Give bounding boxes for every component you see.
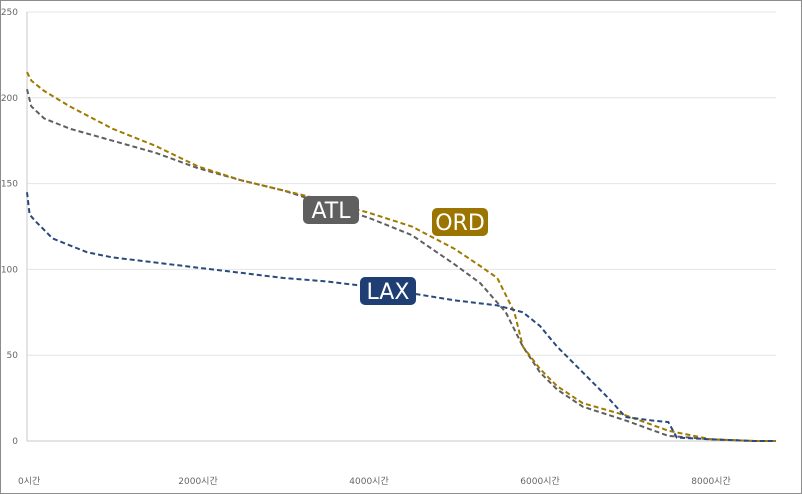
y-tick-label: 50 [7, 351, 19, 361]
x-tick-label: 2000시간 [178, 476, 217, 487]
series-line-ord [26, 71, 776, 442]
series-label-box-lax [360, 277, 416, 305]
x-tick-label: 0시간 [18, 476, 40, 487]
y-tick-label: 0 [12, 437, 18, 447]
series-label-atl: ATL [311, 199, 351, 224]
x-tick-label: 4000시간 [349, 476, 388, 487]
y-tick-labels: 0 50 100 150 200 250 [1, 8, 18, 447]
series-lines [26, 71, 776, 442]
series-label-box-ord [432, 208, 488, 236]
series-label-box-atl [303, 196, 359, 224]
series-line-lax [26, 192, 776, 442]
axes [26, 12, 776, 442]
x-tick-labels: 0시간 2000시간 4000시간 6000시간 8000시간 [18, 476, 731, 487]
y-tick-label: 100 [1, 265, 18, 275]
series-labels: ATL ORD LAX [303, 196, 488, 305]
series-label-ord: ORD [435, 211, 485, 236]
y-tick-label: 250 [1, 8, 18, 18]
gridlines [27, 11, 776, 356]
x-tick-label: 8000시간 [691, 476, 730, 487]
series-label-lax: LAX [367, 280, 410, 305]
series-line-atl [26, 88, 776, 442]
y-tick-label: 200 [1, 94, 18, 104]
x-tick-label: 6000시간 [520, 476, 559, 487]
y-tick-label: 150 [1, 180, 18, 190]
